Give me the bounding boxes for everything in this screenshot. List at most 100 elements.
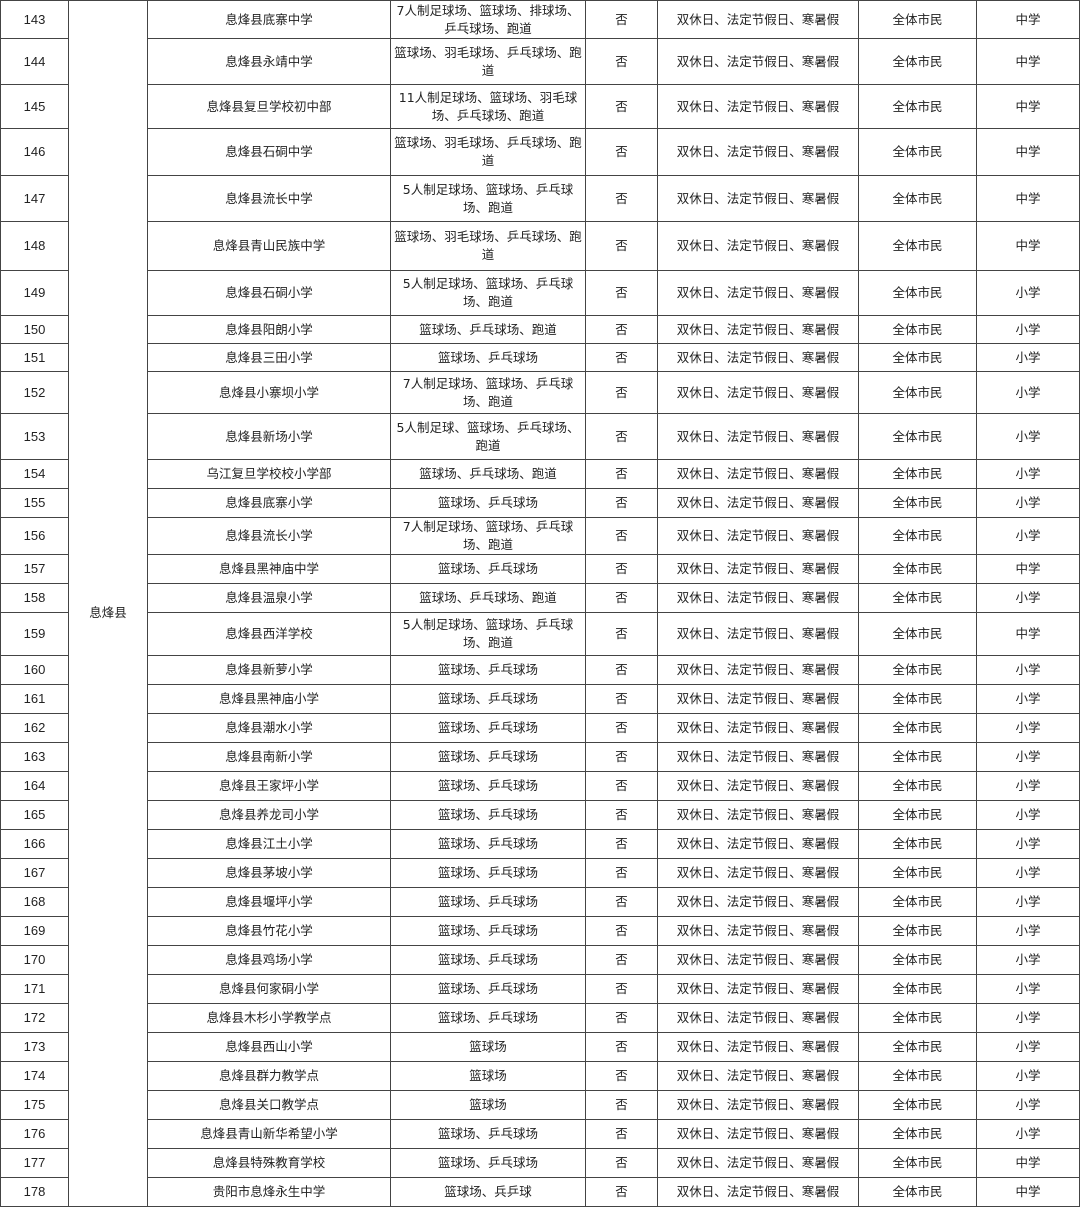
open-time-cell: 双休日、法定节假日、寒暑假: [657, 974, 859, 1004]
school-name-cell: 息烽县潮水小学: [147, 713, 391, 743]
facilities-cell: 篮球场、兵乒球: [390, 1177, 586, 1207]
facilities-cell: 篮球场、乒乓球场: [390, 1003, 586, 1033]
audience-cell: 全体市民: [858, 459, 977, 489]
audience-cell: 全体市民: [858, 371, 977, 414]
charged-flag-cell: 否: [585, 713, 658, 743]
row-number-cell: 151: [0, 343, 69, 372]
audience-cell: 全体市民: [858, 713, 977, 743]
school-name-cell: 息烽县石硐中学: [147, 128, 391, 176]
row-number-cell: 153: [0, 413, 69, 460]
row-number-cell: 172: [0, 1003, 69, 1033]
row-number-cell: 168: [0, 887, 69, 917]
audience-cell: 全体市民: [858, 974, 977, 1004]
open-time-cell: 双休日、法定节假日、寒暑假: [657, 612, 859, 656]
charged-flag-cell: 否: [585, 38, 658, 85]
school-type-cell: 中学: [976, 38, 1080, 85]
open-time-cell: 双休日、法定节假日、寒暑假: [657, 84, 859, 129]
row-number-cell: 163: [0, 742, 69, 772]
school-name-cell: 息烽县堰坪小学: [147, 887, 391, 917]
school-name-cell: 息烽县温泉小学: [147, 583, 391, 613]
charged-flag-cell: 否: [585, 945, 658, 975]
charged-flag-cell: 否: [585, 1119, 658, 1149]
charged-flag-cell: 否: [585, 1032, 658, 1062]
table-row: 160 息烽县新萝小学 篮球场、乒乓球场否双休日、法定节假日、寒暑假 全体市民 小学: [0, 655, 1080, 685]
facilities-cell: 篮球场、乒乓球场: [390, 1119, 586, 1149]
row-number-cell: 146: [0, 128, 69, 176]
open-time-cell: 双休日、法定节假日、寒暑假: [657, 829, 859, 859]
row-number-cell: 145: [0, 84, 69, 129]
audience-cell: 全体市民: [858, 1061, 977, 1091]
table-row: 155 息烽县底寨小学 篮球场、乒乓球场否双休日、法定节假日、寒暑假 全体市民 小学: [0, 488, 1080, 518]
open-time-cell: 双休日、法定节假日、寒暑假: [657, 583, 859, 613]
open-time-cell: 双休日、法定节假日、寒暑假: [657, 945, 859, 975]
school-name-cell: 息烽县阳朗小学: [147, 315, 391, 344]
audience-cell: 全体市民: [858, 684, 977, 714]
table-row: 177 息烽县特殊教育学校 篮球场、乒乓球场否双休日、法定节假日、寒暑假 全体市民 中学: [0, 1148, 1080, 1178]
table-row: 151 息烽县三田小学 篮球场、乒乓球场否双休日、法定节假日、寒暑假 全体市民 小学: [0, 343, 1080, 372]
open-time-cell: 双休日、法定节假日、寒暑假: [657, 1061, 859, 1091]
school-type-cell: 小学: [976, 343, 1080, 372]
table-row: 146 息烽县石硐中学 篮球场、羽毛球场、乒乓球场、跑道否双休日、法定节假日、寒暑假…: [0, 128, 1080, 176]
open-time-cell: 双休日、法定节假日、寒暑假: [657, 713, 859, 743]
open-time-cell: 双休日、法定节假日、寒暑假: [657, 655, 859, 685]
row-number-cell: 164: [0, 771, 69, 801]
row-number-cell: 152: [0, 371, 69, 414]
school-name-cell: 息烽县流长小学: [147, 517, 391, 555]
table-row: 157 息烽县黑神庙中学 篮球场、乒乓球场否双休日、法定节假日、寒暑假 全体市民 中学: [0, 554, 1080, 584]
facilities-cell: 篮球场、乒乓球场: [390, 829, 586, 859]
school-type-cell: 小学: [976, 371, 1080, 414]
table-row: 163 息烽县南新小学 篮球场、乒乓球场否双休日、法定节假日、寒暑假 全体市民 小学: [0, 742, 1080, 772]
charged-flag-cell: 否: [585, 1090, 658, 1120]
school-type-cell: 中学: [976, 554, 1080, 584]
school-name-cell: 息烽县特殊教育学校: [147, 1148, 391, 1178]
facilities-cell: 5人制足球场、篮球场、乒乓球场、跑道: [390, 270, 586, 316]
row-number-cell: 174: [0, 1061, 69, 1091]
row-number-cell: 150: [0, 315, 69, 344]
open-time-cell: 双休日、法定节假日、寒暑假: [657, 343, 859, 372]
table-row: 166 息烽县江土小学 篮球场、乒乓球场否双休日、法定节假日、寒暑假 全体市民 小学: [0, 829, 1080, 859]
row-number-cell: 169: [0, 916, 69, 946]
school-type-cell: 中学: [976, 221, 1080, 271]
audience-cell: 全体市民: [858, 742, 977, 772]
row-number-cell: 166: [0, 829, 69, 859]
school-type-cell: 小学: [976, 315, 1080, 344]
table-row: 150 息烽县阳朗小学 篮球场、乒乓球场、跑道否双休日、法定节假日、寒暑假 全体市民小…: [0, 315, 1080, 344]
school-name-cell: 息烽县新萝小学: [147, 655, 391, 685]
row-number-cell: 147: [0, 175, 69, 222]
audience-cell: 全体市民: [858, 655, 977, 685]
facilities-cell: 篮球场、乒乓球场: [390, 945, 586, 975]
row-number-cell: 178: [0, 1177, 69, 1207]
school-name-cell: 息烽县木杉小学教学点: [147, 1003, 391, 1033]
charged-flag-cell: 否: [585, 858, 658, 888]
school-name-cell: 息烽县黑神庙中学: [147, 554, 391, 584]
district-cell: 息烽县: [68, 0, 148, 1207]
school-name-cell: 息烽县关口教学点: [147, 1090, 391, 1120]
school-type-cell: 小学: [976, 655, 1080, 685]
charged-flag-cell: 否: [585, 800, 658, 830]
charged-flag-cell: 否: [585, 488, 658, 518]
school-name-cell: 乌江复旦学校校小学部: [147, 459, 391, 489]
school-name-cell: 息烽县群力教学点: [147, 1061, 391, 1091]
open-time-cell: 双休日、法定节假日、寒暑假: [657, 742, 859, 772]
charged-flag-cell: 否: [585, 175, 658, 222]
facilities-cell: 7人制足球场、篮球场、排球场、乒乓球场、跑道: [390, 0, 586, 39]
audience-cell: 全体市民: [858, 517, 977, 555]
audience-cell: 全体市民: [858, 829, 977, 859]
school-type-cell: 中学: [976, 0, 1080, 39]
school-type-cell: 中学: [976, 84, 1080, 129]
facilities-cell: 篮球场、乒乓球场: [390, 684, 586, 714]
table-row: 156 息烽县流长小学 7人制足球场、篮球场、乒乓球场、跑道否双休日、法定节假日、寒…: [0, 517, 1080, 555]
charged-flag-cell: 否: [585, 684, 658, 714]
school-type-cell: 中学: [976, 612, 1080, 656]
table-row: 175 息烽县关口教学点 篮球场否双休日、法定节假日、寒暑假 全体市民 小学: [0, 1090, 1080, 1120]
school-type-cell: 小学: [976, 413, 1080, 460]
school-type-cell: 小学: [976, 916, 1080, 946]
row-number-cell: 155: [0, 488, 69, 518]
school-type-cell: 小学: [976, 713, 1080, 743]
school-type-cell: 中学: [976, 175, 1080, 222]
open-time-cell: 双休日、法定节假日、寒暑假: [657, 887, 859, 917]
open-time-cell: 双休日、法定节假日、寒暑假: [657, 858, 859, 888]
charged-flag-cell: 否: [585, 887, 658, 917]
